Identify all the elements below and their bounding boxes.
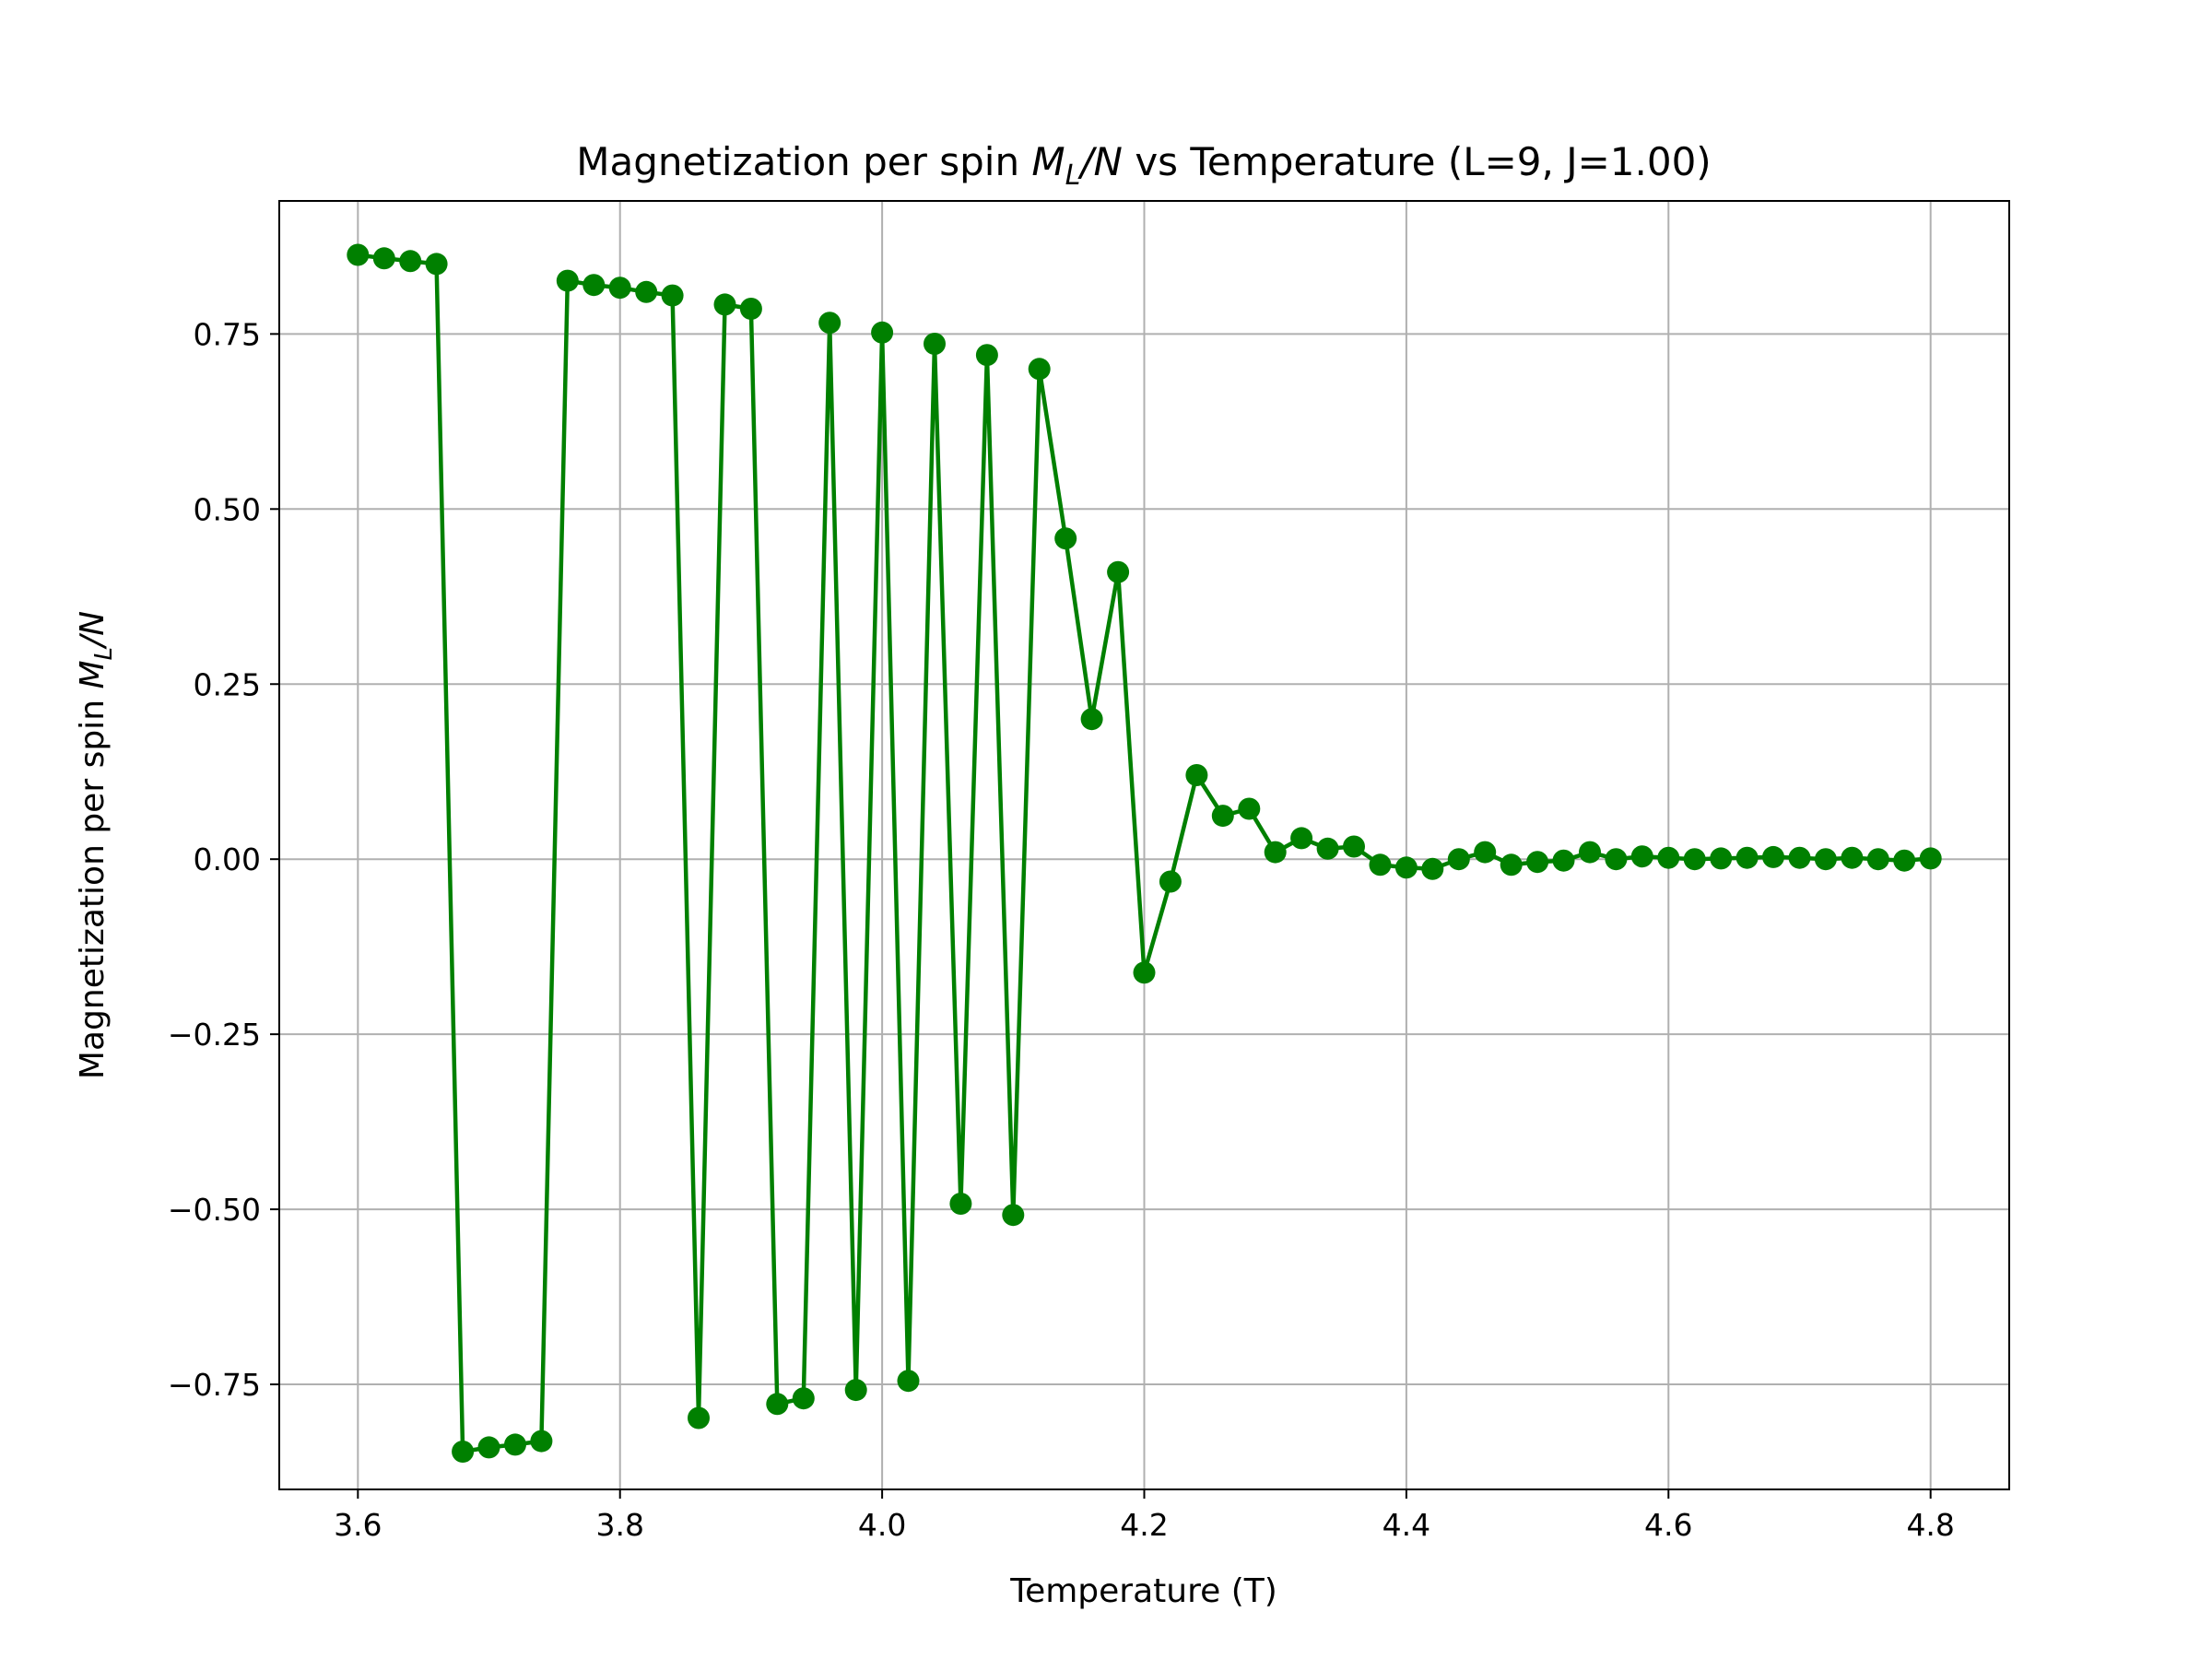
data-point (871, 321, 894, 344)
data-point (1185, 764, 1208, 786)
y-tick-label: 0.75 (194, 316, 261, 352)
data-point (399, 250, 422, 273)
x-axis: 3.6 3.8 4.0 4.2 4.4 4.6 4.8 (334, 1489, 1955, 1543)
y-tick-label: −0.50 (168, 1192, 261, 1228)
y-tick-label: 0.00 (194, 841, 261, 877)
data-point (766, 1393, 789, 1416)
chart-title-math-sub: L (1065, 159, 1081, 192)
data-point (1788, 846, 1811, 869)
data-point (1343, 835, 1365, 858)
data-point (1762, 845, 1784, 868)
data-point (739, 298, 762, 320)
data-point (1159, 870, 1182, 893)
data-point (1028, 358, 1051, 381)
data-point (1133, 961, 1156, 984)
data-point (582, 274, 606, 297)
data-point (1657, 846, 1680, 869)
data-point (897, 1370, 920, 1393)
data-point (347, 243, 370, 266)
data-point (1002, 1204, 1025, 1227)
chart-title: Magnetization per spin ML/N vs Temperatu… (576, 139, 1711, 192)
data-point (688, 1406, 710, 1430)
x-tick-label: 3.8 (595, 1507, 643, 1543)
y-axis-label-math-sub: L (90, 647, 118, 661)
data-point (1290, 827, 1313, 850)
data-point (1814, 848, 1837, 871)
data-point (1630, 845, 1653, 868)
y-axis-label-math: M (74, 660, 112, 688)
data-point (608, 276, 631, 300)
data-point (1500, 853, 1523, 877)
data-point (425, 253, 448, 276)
data-point (1526, 851, 1549, 874)
data-point (530, 1430, 553, 1453)
data-point (1264, 841, 1287, 864)
data-point (1316, 837, 1339, 860)
data-point (1238, 797, 1261, 820)
x-tick-label: 4.2 (1120, 1507, 1168, 1543)
data-point (372, 247, 395, 270)
data-point (1552, 849, 1575, 872)
y-tick-label: 0.25 (194, 666, 261, 702)
x-tick-label: 4.8 (1906, 1507, 1954, 1543)
y-axis-label-text: Magnetization per spin (74, 700, 112, 1079)
data-point (792, 1387, 815, 1410)
data-point (1710, 847, 1733, 870)
chart-title-suffix: vs Temperature (L=9, J=1.00) (1135, 139, 1711, 184)
y-tick-label: −0.25 (168, 1017, 261, 1053)
data-point (1394, 856, 1418, 879)
x-tick-label: 4.0 (858, 1507, 906, 1543)
data-point (1107, 560, 1130, 583)
x-axis-label: Temperature (T) (1009, 1572, 1277, 1610)
chart-title-math-rest: /N (1077, 139, 1123, 184)
data-point (1683, 848, 1706, 871)
series-layer (347, 243, 1942, 1463)
data-point (1919, 847, 1942, 870)
data-point (844, 1379, 867, 1402)
data-point (1866, 848, 1889, 871)
data-point (1054, 527, 1077, 550)
data-point (1211, 805, 1234, 828)
y-axis-label-math-rest: /N (74, 611, 112, 650)
data-point (949, 1193, 972, 1215)
data-point (1080, 708, 1103, 731)
data-point (1447, 848, 1470, 871)
grid (279, 201, 2009, 1489)
y-axis: −0.75 −0.50 −0.25 0.00 0.25 0.50 0.75 (168, 316, 279, 1403)
data-point (1735, 846, 1759, 869)
data-point (504, 1433, 526, 1456)
data-point (1579, 841, 1601, 864)
data-point (1605, 848, 1628, 871)
x-tick-label: 4.4 (1382, 1507, 1430, 1543)
x-tick-label: 3.6 (334, 1507, 382, 1543)
data-point (713, 293, 736, 316)
data-point (1421, 857, 1444, 880)
data-point (1369, 853, 1392, 877)
data-point (661, 284, 684, 307)
chart-title-text: Magnetization per spin (576, 139, 1019, 184)
data-point (975, 344, 998, 367)
data-point (818, 312, 841, 335)
data-point (924, 333, 946, 355)
data-point (1841, 846, 1864, 869)
data-point (635, 280, 658, 303)
data-point (452, 1441, 475, 1463)
y-tick-label: −0.75 (168, 1367, 261, 1403)
data-point (556, 269, 579, 292)
data-point (1893, 849, 1916, 872)
data-point (477, 1436, 500, 1459)
x-tick-label: 4.6 (1644, 1507, 1692, 1543)
y-axis-label: Magnetization per spin ML/N (74, 611, 118, 1079)
data-point (1474, 841, 1497, 864)
chart-title-math: M (1031, 139, 1065, 184)
y-tick-label: 0.50 (194, 491, 261, 527)
